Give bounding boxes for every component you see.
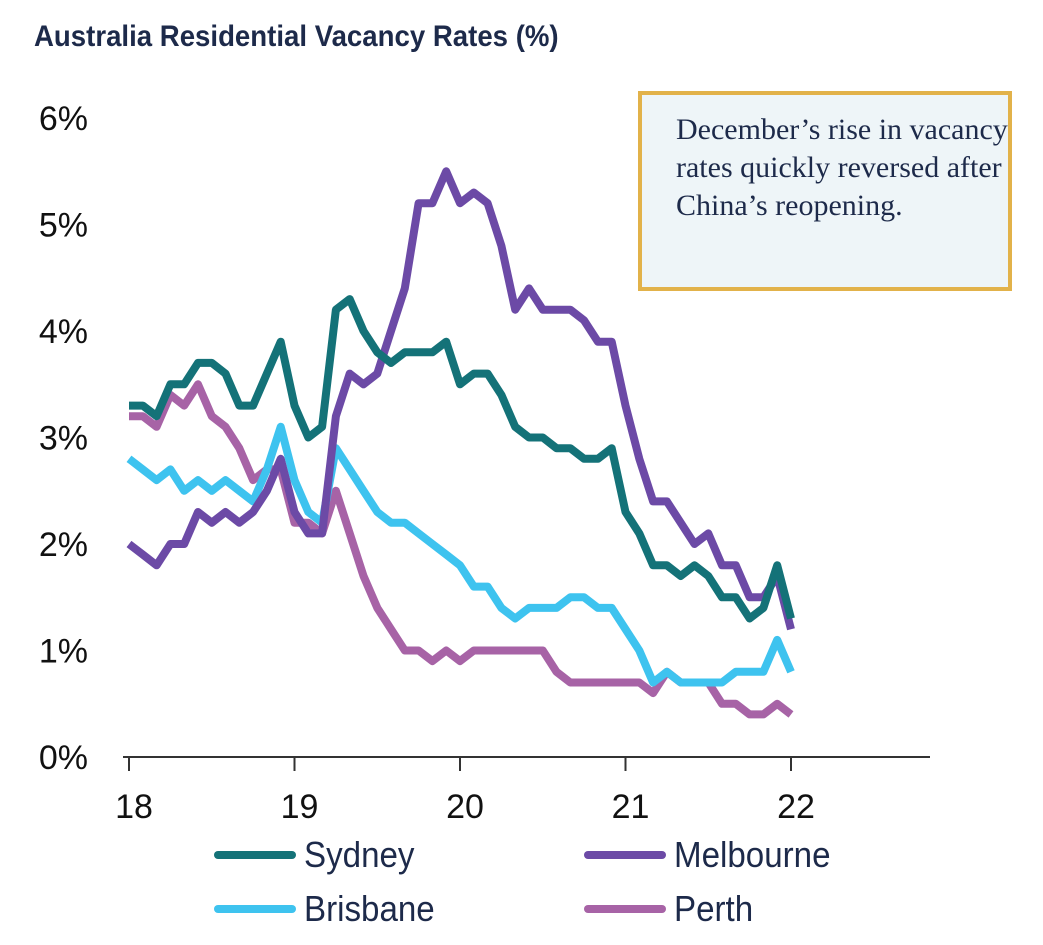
series-line-melbourne (126, 167, 795, 631)
y-tick-label: 6% (39, 100, 88, 138)
y-tick-label: 3% (39, 420, 88, 458)
y-axis-tick-labels: 0% 1% 2% 3% 4% 5% 6% (39, 100, 88, 777)
y-tick-label: 1% (39, 633, 88, 671)
y-tick-label: 0% (39, 739, 88, 777)
series-line-sydney (129, 295, 795, 623)
legend-swatch (584, 905, 666, 913)
x-tick-label: 19 (281, 788, 319, 826)
legend-label: Sydney (304, 834, 415, 875)
annotation-text: December’s rise in vacancy rates quickly… (676, 113, 1008, 222)
x-axis-tick-labels: 18 19 20 21 22 (115, 788, 815, 826)
legend-item-perth: Perth (584, 888, 760, 930)
legend-swatch (214, 905, 296, 913)
x-axis (123, 756, 930, 771)
chart-title: Australia Residential Vacancy Rates (%) (34, 20, 559, 53)
legend-label: Perth (674, 888, 754, 929)
y-tick-label: 2% (39, 526, 88, 564)
annotation-box: December’s rise in vacancy rates quickly… (638, 91, 1012, 291)
legend-swatch (214, 851, 296, 859)
legend-item-melbourne: Melbourne (584, 834, 844, 876)
x-tick-label: 18 (115, 788, 153, 826)
y-tick-label: 4% (39, 313, 88, 351)
y-tick-label: 5% (39, 207, 88, 245)
series-lines (126, 167, 795, 719)
x-tick-label: 22 (777, 788, 815, 826)
series-line-perth (129, 380, 794, 719)
series-line-brisbane (126, 422, 795, 687)
legend-item-brisbane: Brisbane (214, 888, 446, 930)
legend-item-sydney: Sydney (214, 834, 424, 876)
legend-swatch (584, 851, 666, 859)
x-tick-label: 21 (612, 788, 650, 826)
x-tick-label: 20 (446, 788, 484, 826)
legend-label: Brisbane (304, 888, 435, 929)
legend-label: Melbourne (674, 834, 831, 875)
